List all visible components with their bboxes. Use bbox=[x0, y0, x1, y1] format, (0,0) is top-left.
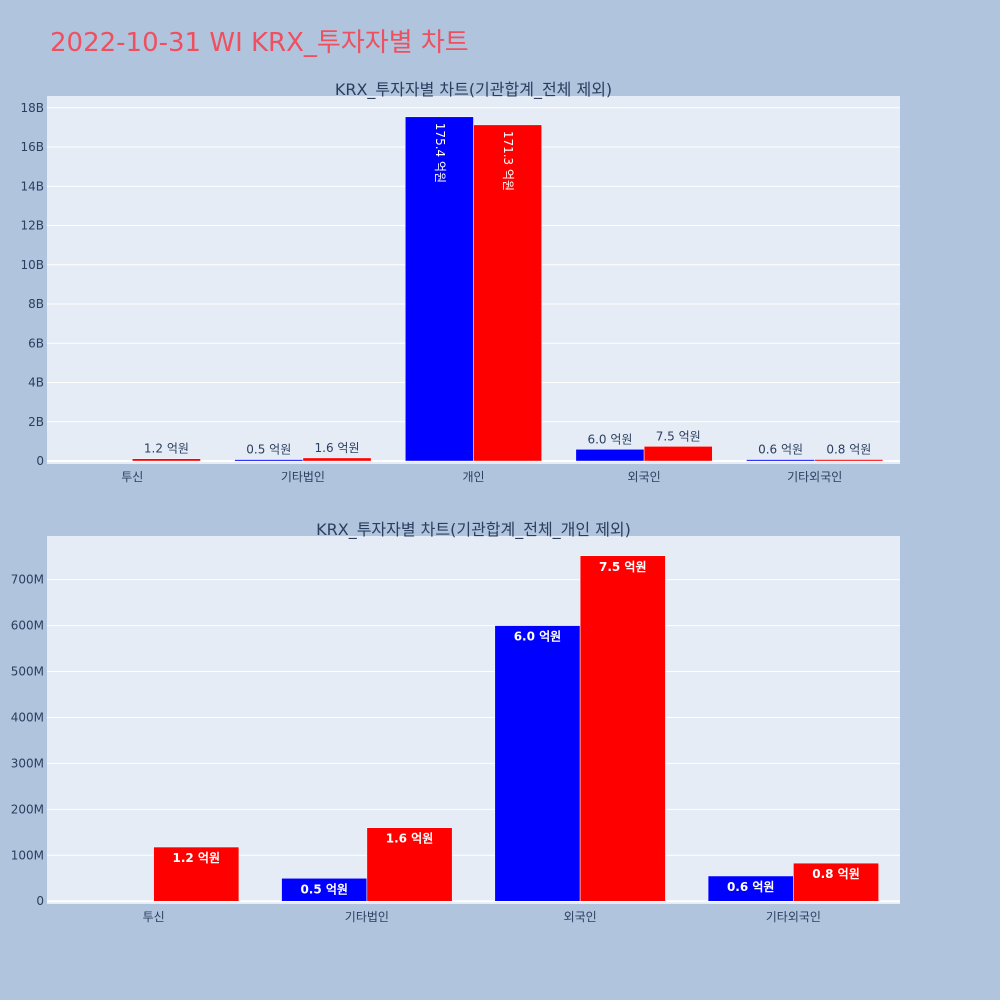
plot-area bbox=[47, 536, 900, 904]
y-tick-label: 200M bbox=[11, 802, 44, 816]
data-label: 1.6 억원 bbox=[315, 441, 360, 455]
bar[interactable] bbox=[153, 846, 240, 902]
y-tick-label: 2B bbox=[28, 415, 44, 429]
data-label: 0.8 억원 bbox=[826, 442, 871, 456]
data-label: 1.6 억원 bbox=[386, 832, 434, 846]
x-tick-label: 외국인 bbox=[564, 910, 597, 924]
bar[interactable] bbox=[707, 875, 794, 902]
y-tick-label: 300M bbox=[11, 756, 44, 770]
x-tick-label: 기타외국인 bbox=[787, 470, 842, 484]
chart-title: KRX_투자자별 차트(기관합계_전체_개인 제외) bbox=[316, 520, 631, 540]
data-label: 0.8 억원 bbox=[812, 867, 860, 881]
page-title: 2022-10-31 WI KRX_투자자별 차트 bbox=[50, 28, 469, 58]
bar[interactable] bbox=[746, 459, 815, 462]
bar[interactable] bbox=[814, 459, 884, 462]
y-tick-label: 400M bbox=[11, 710, 44, 724]
chart-title: KRX_투자자별 차트(기관합계_전체 제외) bbox=[335, 80, 612, 100]
y-tick-label: 100M bbox=[11, 848, 44, 862]
chart-panel-2: 0 100M 200M 300M 400M 500M 600M 700M KRX_투자자별 차트… bbox=[11, 520, 900, 924]
data-label: 7.5 억원 bbox=[656, 429, 701, 443]
x-tick-label: 투신 bbox=[143, 910, 165, 924]
y-tick-label: 12B bbox=[20, 219, 44, 233]
bar[interactable] bbox=[302, 457, 372, 462]
y-tick-label: 600M bbox=[11, 619, 44, 633]
bar[interactable] bbox=[575, 449, 645, 462]
y-tick-label: 0 bbox=[36, 894, 44, 908]
y-tick-label: 8B bbox=[28, 297, 44, 311]
y-tick-label: 4B bbox=[28, 376, 44, 390]
data-label: 0.5 억원 bbox=[246, 443, 291, 457]
data-label: 175.4 억원 bbox=[433, 123, 447, 183]
x-tick-label: 개인 bbox=[462, 470, 484, 484]
y-tick-label: 10B bbox=[20, 258, 44, 272]
data-label: 0.6 억원 bbox=[727, 880, 775, 894]
data-label: 171.3 억원 bbox=[501, 131, 515, 191]
y-tick-label: 16B bbox=[20, 140, 44, 154]
data-label: 1.2 억원 bbox=[173, 851, 221, 865]
bar[interactable] bbox=[643, 446, 713, 462]
y-tick-label: 500M bbox=[11, 665, 44, 679]
bar[interactable] bbox=[366, 827, 453, 902]
chart-panel-1: 0 2B 4B 6B 8B 10B 12B 14B 16B 18B KRX_투자자별 차트(기관합계… bbox=[20, 80, 900, 484]
bar[interactable] bbox=[793, 862, 879, 902]
bar[interactable] bbox=[132, 458, 201, 462]
bar[interactable] bbox=[405, 116, 474, 462]
x-tick-label: 투신 bbox=[121, 470, 143, 484]
data-label: 6.0 억원 bbox=[587, 432, 632, 446]
y-tick-label: 6B bbox=[28, 336, 44, 350]
bar[interactable] bbox=[579, 555, 666, 902]
y-tick-label: 0 bbox=[36, 454, 44, 468]
data-label: 6.0 억원 bbox=[514, 630, 562, 644]
bar[interactable] bbox=[494, 625, 581, 902]
data-label: 7.5 억원 bbox=[599, 560, 647, 574]
bar[interactable] bbox=[473, 124, 542, 462]
x-tick-label: 외국인 bbox=[628, 470, 661, 484]
data-label: 1.2 억원 bbox=[144, 442, 189, 456]
bar[interactable] bbox=[234, 459, 304, 462]
x-tick-label: 기타법인 bbox=[281, 470, 325, 484]
data-label: 0.5 억원 bbox=[300, 882, 348, 896]
x-tick-label: 기타외국인 bbox=[766, 910, 821, 924]
x-tick-label: 기타법인 bbox=[345, 910, 389, 924]
data-label: 0.6 억원 bbox=[758, 443, 803, 457]
y-tick-label: 700M bbox=[11, 573, 44, 587]
y-tick-label: 18B bbox=[20, 101, 44, 115]
y-tick-label: 14B bbox=[20, 179, 44, 193]
